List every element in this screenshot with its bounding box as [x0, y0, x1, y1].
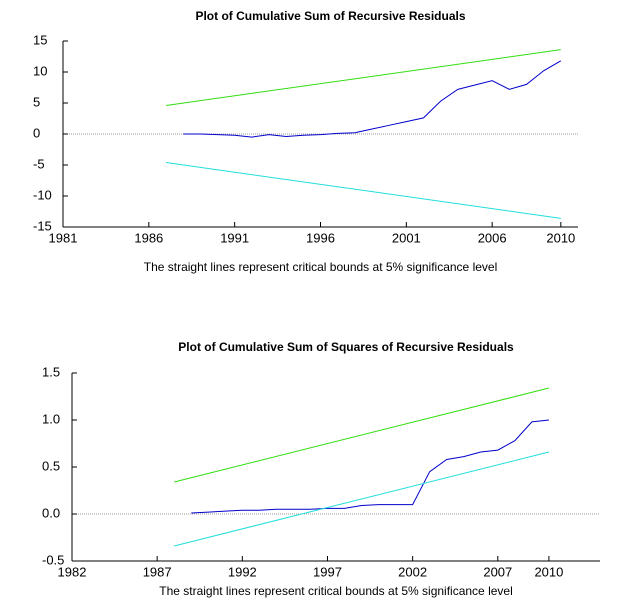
y-tick-label: -0.5 [42, 552, 64, 567]
x-tick-label: 2010 [534, 564, 563, 579]
series-line [183, 60, 562, 138]
x-tick-label: 1991 [220, 230, 249, 245]
x-tick-label: 2006 [478, 230, 507, 245]
y-tick-label: 0.0 [42, 505, 60, 520]
y-tick-label: 1.0 [42, 411, 60, 426]
x-tick-label: 2002 [398, 564, 427, 579]
caption: The straight lines represent critical bo… [159, 584, 513, 598]
x-tick-label: 1986 [134, 230, 163, 245]
y-tick-label: 10 [33, 63, 47, 78]
series-line [191, 419, 549, 514]
y-tick-label: 0.5 [42, 458, 60, 473]
x-tick-label: 2001 [392, 230, 421, 245]
x-tick-label: 1982 [58, 564, 87, 579]
y-tick-label: 5 [33, 94, 40, 109]
y-tick-label: 0 [33, 125, 40, 140]
y-tick-label: -10 [33, 187, 52, 202]
x-tick-label: 1997 [313, 564, 342, 579]
y-tick-label: -5 [33, 156, 45, 171]
y-tick-label: -15 [33, 218, 52, 233]
series-line [174, 387, 550, 483]
x-tick-label: 1987 [143, 564, 172, 579]
x-tick-label: 1996 [306, 230, 335, 245]
chart-title: Plot of Cumulative Sum of Recursive Resi… [195, 9, 465, 23]
series-line [174, 451, 550, 547]
x-tick-label: 1992 [228, 564, 257, 579]
series-line [165, 49, 561, 106]
caption: The straight lines represent critical bo… [144, 260, 498, 274]
x-tick-label: 2010 [546, 230, 575, 245]
y-tick-label: 15 [33, 32, 47, 47]
chart-title: Plot of Cumulative Sum of Squares of Rec… [178, 340, 514, 354]
series-line [165, 162, 561, 219]
x-tick-label: 2007 [483, 564, 512, 579]
y-tick-label: 1.5 [42, 364, 60, 379]
x-tick-label: 1981 [49, 230, 78, 245]
